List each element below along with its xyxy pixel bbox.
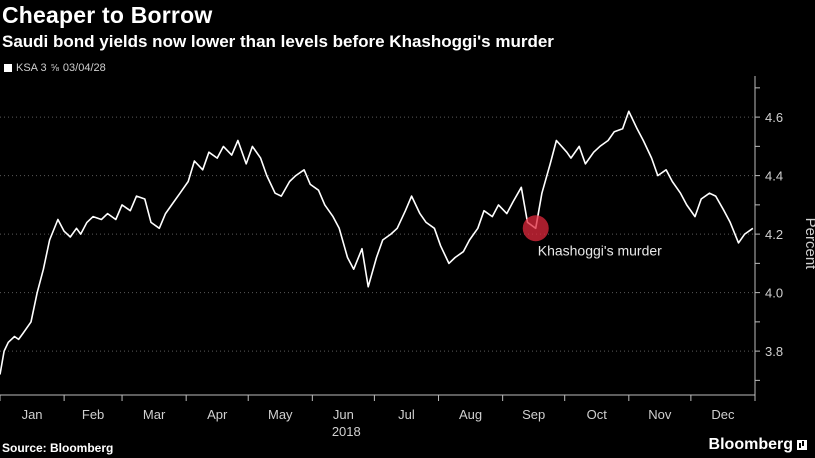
y-tick-label: 4.2 [765,227,783,242]
x-tick-label: Nov [648,407,672,422]
chart-title: Cheaper to Borrow [2,2,213,28]
brand-name: Bloomberg [708,436,793,453]
source-note: Source: Bloomberg [2,441,114,455]
bloomberg-chart-icon [797,440,807,450]
legend-series-label: KSA 3 [16,62,47,74]
legend: KSA 3 ⅝ 03/04/28 [4,62,106,74]
x-tick-label: Aug [459,407,482,422]
annotation-label: Khashoggi's murder [538,242,662,258]
y-tick-label: 3.8 [765,344,783,359]
series-line [0,110,754,375]
x-tick-label: Feb [82,407,104,422]
legend-series-date: 03/04/28 [62,62,106,74]
x-tick-label: Sep [522,407,545,422]
legend-swatch [4,64,12,72]
x-tick-label: Apr [207,407,228,422]
x-axis-label: 2018 [332,424,361,439]
x-tick-label: Mar [143,407,166,422]
bond-icon: ⅝ [50,62,59,74]
annotation-marker [522,215,549,242]
x-tick-label: May [268,407,293,422]
y-axis-label: Percent [802,218,815,271]
x-tick-label: Jul [398,407,415,422]
x-tick-label: Oct [587,407,608,422]
x-tick-label: Jun [333,407,354,422]
brand-logo: Bloomberg [709,436,807,454]
x-tick-label: Jan [22,407,43,422]
chart-subtitle: Saudi bond yields now lower than levels … [2,32,554,51]
y-tick-label: 4.6 [765,110,783,125]
y-tick-label: 4.0 [765,286,783,301]
y-tick-label: 4.4 [765,169,783,184]
x-tick-label: Dec [711,407,735,422]
